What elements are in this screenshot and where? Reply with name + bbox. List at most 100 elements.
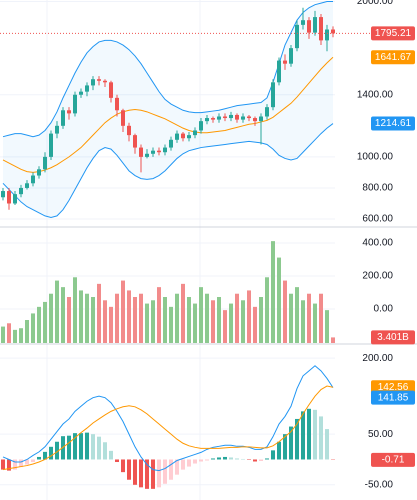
value-tag: -0.71 [382,454,405,465]
volume-bar [7,323,11,343]
y-tick-label: 1400.00 [357,89,394,100]
histogram-bar [199,459,203,462]
histogram-bar [91,434,95,460]
y-tick-label: 1000.00 [357,152,394,163]
volume-bar [13,329,17,343]
volume-bar [211,300,215,343]
volume-bar [55,280,59,343]
histogram-bar [25,459,29,465]
volume-bar [223,310,227,343]
volume-bar [217,297,221,343]
candle-body [85,85,89,92]
volume-bar [31,313,35,343]
y-tick-label: 400.00 [362,238,393,249]
value-tag-box [371,50,415,65]
histogram-bar [127,459,131,480]
histogram-bar [145,459,149,489]
histogram-bar [229,457,233,460]
histogram-bar [265,458,269,460]
histogram-bar [259,459,263,461]
candle-body [55,125,59,134]
volume-bar [331,337,335,343]
histogram-bar [301,411,305,460]
volume-bar [247,290,251,343]
volume-bar [157,287,161,343]
y-tick-label: 200.00 [362,353,393,364]
candle-body [253,118,257,122]
histogram-bar [85,432,89,460]
middle-band [2,56,334,173]
volume-bar [25,320,29,343]
macd-panel [1,365,335,489]
candle-body [205,118,209,122]
candle-body [1,191,5,198]
value-tag: 1795.21 [375,28,412,39]
candle-body [127,125,131,136]
price-panel [1,1,335,218]
volume-bar [145,303,149,343]
candle-body [49,133,53,157]
candle-body [151,150,155,154]
volume-bar [37,306,41,343]
grid [0,0,335,500]
histogram-bar [283,434,287,460]
volume-bar [85,293,89,343]
histogram-bar [289,426,293,460]
histogram-bar [37,456,41,460]
histogram-bar [19,459,23,468]
candle-body [163,147,167,153]
candle-body [31,175,35,184]
candle-body [271,82,275,108]
volume-bar [43,301,47,343]
candle-body [139,147,143,157]
candle-body [193,130,197,136]
candle-body [295,24,299,49]
histogram-bar [181,459,185,470]
volume-bar [235,293,239,343]
volume-bar [205,293,209,343]
candle-body [223,116,227,119]
axes: 2000.00 1400.00 1000.00 800.00 600.00 1795.21… [0,0,415,490]
volume-bar [175,293,179,343]
candle-body [307,20,311,33]
volume-bar [265,277,269,343]
candle-body [7,191,11,204]
candle-body [313,17,317,33]
histogram-bar [109,450,113,460]
volume-bar [277,257,281,343]
volume-bar [295,287,299,343]
histogram-bar [277,441,281,460]
histogram-bar [79,433,83,460]
histogram-bar [97,436,101,460]
candle-body [97,79,101,81]
histogram-bar [295,418,299,460]
candle-body [67,110,71,114]
y-tick-label: 200.00 [362,271,393,282]
candle-body [247,116,251,119]
volume-bar [325,310,329,343]
y-tick-label: 50.00 [368,429,393,440]
volume-bar [289,293,293,343]
candle-body [289,48,293,64]
candle-body [199,121,203,131]
candle-body [241,116,245,120]
volume-bar [283,280,287,343]
candle-body [319,17,323,41]
histogram-bar [271,450,275,460]
candle-body [121,110,125,126]
volume-bar [151,300,155,343]
candle-body [19,187,23,195]
volume-bar [271,241,275,343]
histogram-bar [139,459,143,488]
histogram-bar [49,446,53,460]
candle-body [109,82,113,98]
histogram-bar [169,459,173,480]
histogram-bar [7,459,11,471]
y-tick-label: 2000.00 [357,0,394,7]
candle-body [331,29,335,34]
histogram-bar [193,459,197,464]
value-tag: 141.85 [378,392,409,403]
candle-body [265,107,269,117]
volume-bar [91,297,95,343]
candle-body [37,169,41,176]
